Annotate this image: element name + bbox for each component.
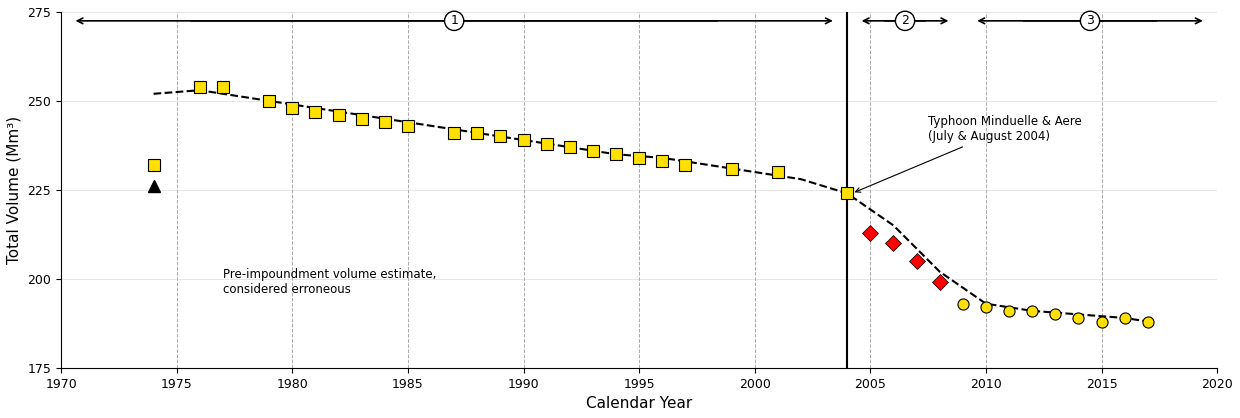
Text: 3: 3	[1086, 14, 1094, 27]
Text: 1: 1	[450, 14, 458, 27]
Text: Pre-impoundment volume estimate,
considered erroneous: Pre-impoundment volume estimate, conside…	[223, 268, 436, 296]
Text: Typhoon Minduelle & Aere
(July & August 2004): Typhoon Minduelle & Aere (July & August …	[856, 115, 1083, 192]
Y-axis label: Total Volume (Mm³): Total Volume (Mm³)	[7, 116, 22, 264]
Text: 2: 2	[901, 14, 909, 27]
X-axis label: Calendar Year: Calendar Year	[587, 396, 692, 411]
